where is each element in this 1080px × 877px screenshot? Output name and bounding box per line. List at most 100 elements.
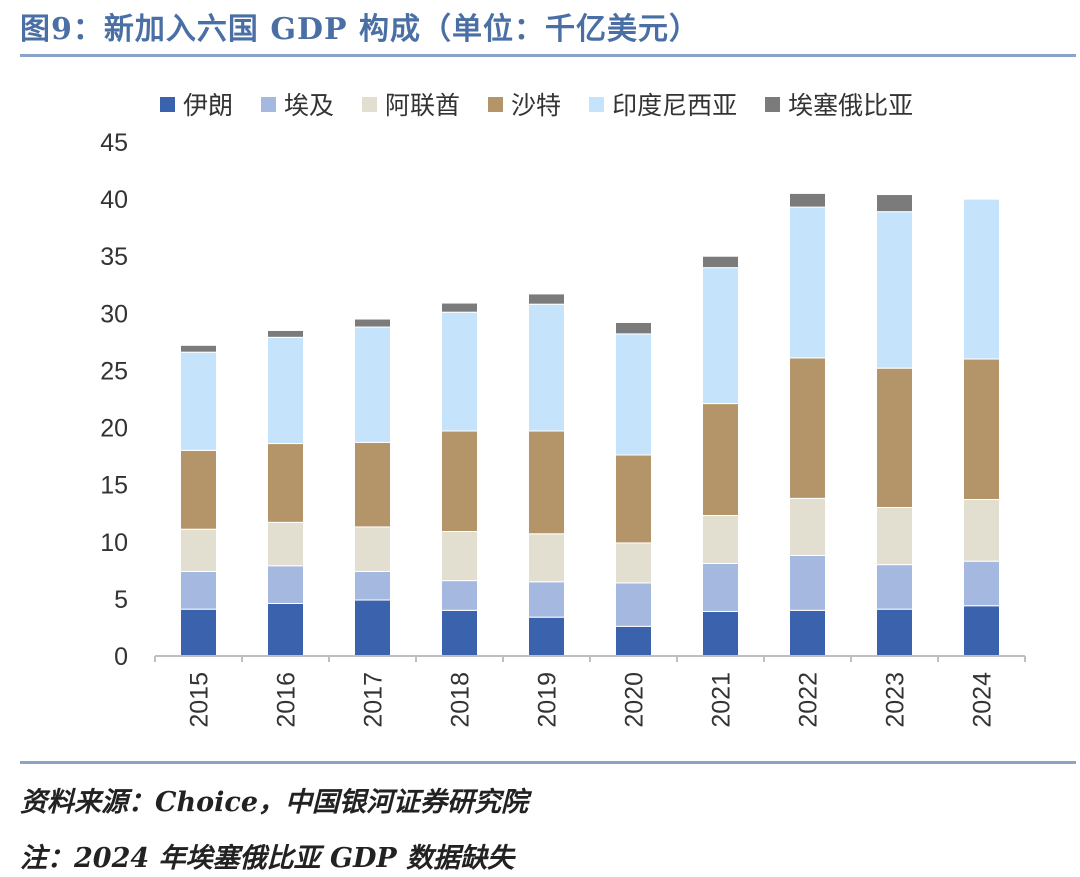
bar-segment bbox=[441, 430, 478, 532]
legend-swatch bbox=[488, 96, 504, 112]
legend-swatch bbox=[589, 96, 605, 112]
y-tick-label: 40 bbox=[100, 186, 128, 214]
bar-segment bbox=[354, 599, 391, 657]
bar-segment bbox=[267, 521, 304, 567]
bar-segment bbox=[615, 542, 652, 584]
bar-segment bbox=[267, 336, 304, 445]
legend-item: 沙特 bbox=[488, 86, 561, 122]
legend-swatch bbox=[765, 96, 781, 112]
x-tick-label: 2015 bbox=[186, 672, 214, 728]
bar-segment bbox=[267, 565, 304, 604]
x-tick-label: 2020 bbox=[621, 672, 649, 728]
bar-segment bbox=[702, 255, 739, 269]
bar-segment bbox=[354, 318, 391, 328]
bar-segment bbox=[702, 562, 739, 612]
bar-segment bbox=[789, 192, 826, 208]
bar-segment bbox=[876, 507, 913, 566]
bar-segment bbox=[528, 581, 565, 618]
bar-segment bbox=[615, 333, 652, 456]
bar-segment bbox=[789, 554, 826, 611]
legend-label: 阿联酋 bbox=[385, 91, 461, 120]
x-tick-label: 2018 bbox=[447, 672, 475, 728]
bar-segment bbox=[441, 311, 478, 432]
x-tick-label: 2023 bbox=[882, 672, 910, 728]
y-tick-label: 30 bbox=[100, 300, 128, 328]
bar-segment bbox=[441, 580, 478, 611]
bar-segment bbox=[354, 526, 391, 572]
top-rule bbox=[20, 54, 1076, 57]
source-note: 资料来源：Choice，中国银河证券研究院 bbox=[20, 787, 529, 818]
y-tick-label: 25 bbox=[100, 357, 128, 385]
y-tick-label: 45 bbox=[100, 129, 128, 157]
bar-segment bbox=[789, 609, 826, 657]
stacked-bar-chart: 0 5 10 15 20 25 30 35 40 45 2015 2016 2017 2018 2019 20… bbox=[100, 129, 1026, 728]
y-tick-label: 15 bbox=[100, 472, 128, 500]
bar-segment bbox=[876, 608, 913, 657]
x-tick-label: 2019 bbox=[534, 672, 562, 728]
bar-segment bbox=[180, 351, 217, 451]
bar-segment bbox=[702, 610, 739, 657]
y-tick-label: 10 bbox=[100, 529, 128, 557]
legend-swatch bbox=[261, 96, 277, 112]
legend-label: 印度尼西亚 bbox=[612, 91, 738, 120]
bar-segment bbox=[702, 267, 739, 405]
bar-segment bbox=[876, 564, 913, 610]
y-tick-label: 35 bbox=[100, 243, 128, 271]
legend-swatch bbox=[160, 96, 175, 112]
legend-item: 伊朗 bbox=[160, 86, 233, 122]
bar-segment bbox=[615, 321, 652, 335]
bar-segment bbox=[528, 430, 565, 535]
bar-segment bbox=[180, 608, 217, 657]
bar-segment bbox=[876, 194, 913, 213]
bar-segment bbox=[789, 357, 826, 499]
bar-segment bbox=[528, 293, 565, 305]
bar-segment bbox=[441, 302, 478, 313]
bar-segment bbox=[528, 533, 565, 583]
bar-segment bbox=[354, 570, 391, 601]
bar-segment bbox=[441, 609, 478, 657]
legend-swatch bbox=[362, 96, 378, 112]
x-tick-label: 2024 bbox=[969, 672, 997, 728]
legend-item: 埃塞俄比亚 bbox=[765, 86, 913, 122]
bar-segment bbox=[963, 198, 1000, 360]
bar-segment bbox=[615, 582, 652, 627]
bar-segment bbox=[267, 329, 304, 338]
bar-segment bbox=[789, 497, 826, 556]
bar-segment bbox=[963, 499, 1000, 562]
y-tick-label: 5 bbox=[114, 586, 128, 614]
bar-segment bbox=[180, 528, 217, 572]
bottom-rule bbox=[20, 761, 1076, 764]
y-tick-label: 20 bbox=[100, 415, 128, 443]
bar-segment bbox=[615, 454, 652, 544]
bar-segment bbox=[180, 570, 217, 610]
bar-segment bbox=[180, 449, 217, 530]
legend-item: 印度尼西亚 bbox=[589, 86, 737, 122]
data-note: 注：2024 年埃塞俄比亚 GDP 数据缺失 bbox=[20, 843, 515, 874]
bar-segment bbox=[354, 326, 391, 443]
bar-segment bbox=[963, 358, 1000, 501]
bar-segment bbox=[702, 515, 739, 564]
bar-segment bbox=[876, 211, 913, 369]
legend-item: 埃及 bbox=[261, 86, 334, 122]
legend-item: 阿联酋 bbox=[362, 86, 460, 122]
x-tick-label: 2017 bbox=[360, 672, 388, 728]
bar-segment bbox=[441, 530, 478, 582]
y-tick-label: 0 bbox=[114, 643, 128, 671]
bar-segment bbox=[267, 443, 304, 523]
figure-title: 图9：新加入六国 GDP 构成（单位：千亿美元） bbox=[20, 12, 700, 47]
bar-segment bbox=[963, 560, 1000, 607]
x-tick-label: 2022 bbox=[795, 672, 823, 728]
legend-label: 埃塞俄比亚 bbox=[788, 91, 914, 120]
bar-segment bbox=[354, 441, 391, 528]
bar-segment bbox=[963, 605, 1000, 657]
chart-legend: 伊朗 埃及 阿联酋 沙特 印度尼西亚 埃塞俄比亚 bbox=[160, 86, 941, 122]
x-tick-label: 2016 bbox=[273, 672, 301, 728]
bar-segment bbox=[267, 602, 304, 657]
legend-label: 埃及 bbox=[284, 91, 335, 120]
bar-segment bbox=[528, 303, 565, 432]
bar-segment bbox=[876, 367, 913, 509]
legend-label: 伊朗 bbox=[183, 91, 234, 120]
bar-segment bbox=[789, 206, 826, 359]
bar-segment bbox=[180, 344, 217, 353]
bar-segment bbox=[528, 616, 565, 657]
